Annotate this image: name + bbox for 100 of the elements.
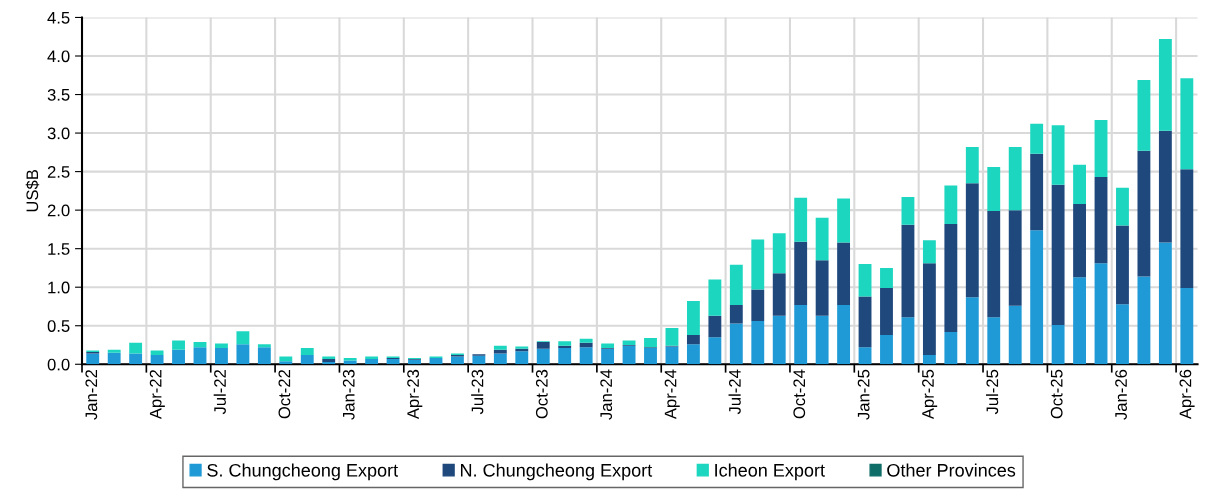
- x-tick-label: Oct-24: [793, 369, 806, 419]
- bar: [880, 287, 893, 335]
- bar: [236, 331, 250, 345]
- bar: [107, 349, 121, 353]
- bar: [1137, 276, 1151, 365]
- bar: [922, 355, 936, 365]
- x-tick-label: Oct-23: [535, 369, 548, 419]
- bar: [150, 355, 164, 365]
- bar: [815, 260, 829, 316]
- bar: [1051, 125, 1065, 185]
- bar: [622, 345, 636, 365]
- bar: [794, 304, 808, 365]
- x-tick-label: Jan-25: [857, 369, 870, 420]
- bar: [708, 279, 722, 316]
- bar: [493, 353, 507, 365]
- bar: [1073, 203, 1086, 278]
- x-tick-label: Jul-25: [985, 369, 999, 415]
- bar: [922, 263, 936, 356]
- y-tick-label: 1.5: [48, 243, 70, 255]
- bar: [772, 233, 786, 274]
- y-tick-label: 2.0: [47, 204, 70, 217]
- bar: [515, 351, 529, 365]
- x-tick-label: Jan-26: [1115, 369, 1127, 420]
- bar: [644, 338, 657, 348]
- bar: [901, 317, 915, 365]
- bar: [751, 289, 765, 322]
- bar: [837, 242, 851, 305]
- bar: [1030, 153, 1044, 231]
- bar: [794, 197, 808, 242]
- bar: [1116, 304, 1129, 365]
- y-axis-title: US$B: [25, 169, 40, 212]
- bar: [1180, 287, 1194, 365]
- legend-label: Icheon Export: [715, 463, 825, 481]
- bar: [129, 342, 143, 354]
- bar: [1116, 225, 1129, 305]
- bar: [193, 347, 207, 365]
- bar: [729, 264, 743, 305]
- bar: [1158, 130, 1172, 243]
- y-tick-label: 0.5: [47, 320, 70, 332]
- bar: [1008, 210, 1022, 306]
- bar: [987, 210, 1001, 318]
- bar: [257, 344, 271, 348]
- bar: [472, 355, 486, 365]
- bar: [665, 328, 679, 346]
- legend-label: Other Provinces: [887, 463, 1016, 477]
- bar: [365, 358, 379, 365]
- y-tick-label: 1.0: [48, 281, 70, 294]
- bar: [1094, 177, 1108, 264]
- bar: [965, 146, 979, 184]
- bar: [601, 348, 615, 365]
- bar: [1180, 169, 1194, 288]
- bar: [772, 315, 786, 365]
- bar: [257, 347, 271, 365]
- bar: [794, 241, 808, 305]
- bar: [300, 355, 314, 365]
- bar: [944, 185, 958, 225]
- bar: [1137, 79, 1151, 151]
- bar: [1008, 146, 1022, 211]
- bar: [1137, 150, 1151, 277]
- bar: [236, 344, 250, 365]
- bar: [536, 341, 550, 349]
- y-tick-label: 0.0: [47, 358, 70, 371]
- bar: [965, 183, 979, 298]
- bar: [86, 353, 100, 365]
- bar: [708, 337, 722, 365]
- bar: [880, 267, 893, 288]
- bar: [1094, 263, 1108, 365]
- bar: [1158, 39, 1172, 131]
- bar: [386, 358, 400, 365]
- x-tick-label: Apr-24: [664, 369, 680, 420]
- bar: [215, 348, 228, 365]
- bar: [1008, 305, 1022, 365]
- bar: [858, 296, 872, 348]
- bar: [493, 345, 507, 350]
- x-tick-label: Apr-26: [1179, 369, 1195, 420]
- bar: [901, 197, 915, 225]
- bar: [622, 340, 636, 345]
- bar: [837, 304, 851, 365]
- bar: [708, 315, 722, 338]
- bar: [837, 198, 851, 243]
- bar: [880, 334, 893, 365]
- bar: [901, 224, 915, 318]
- bar: [300, 348, 314, 356]
- bar: [686, 334, 700, 345]
- bar: [922, 240, 936, 264]
- bar: [751, 239, 765, 290]
- bar: [729, 323, 743, 365]
- bar: [965, 297, 979, 365]
- bar: [944, 224, 958, 332]
- bar: [772, 273, 786, 316]
- bar: [1158, 242, 1172, 365]
- bar: [1116, 187, 1129, 226]
- bar: [858, 264, 872, 297]
- bar: [429, 358, 443, 365]
- bar: [1051, 184, 1065, 325]
- bar: [451, 356, 464, 365]
- y-tick-label: 3.0: [47, 127, 70, 140]
- bar: [279, 361, 293, 365]
- bar: [172, 349, 185, 365]
- bar: [644, 348, 657, 365]
